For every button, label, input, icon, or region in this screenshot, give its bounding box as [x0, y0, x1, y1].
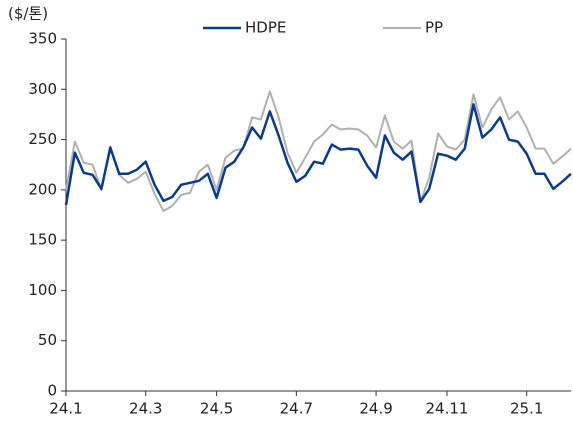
x-tick-label: 24.3 [129, 400, 162, 418]
legend-label: HDPE [245, 19, 286, 37]
y-axis-label: ($/톤) [8, 5, 48, 23]
x-tick-label: 24.9 [359, 400, 392, 418]
y-tick-label: 350 [28, 30, 57, 48]
y-tick-label: 0 [47, 382, 57, 400]
y-tick-label: 50 [38, 331, 57, 349]
y-tick-label: 150 [28, 231, 57, 249]
x-tick-label: 24.7 [280, 400, 313, 418]
x-tick-label: 25.1 [510, 400, 543, 418]
x-tick-label: 24.1 [49, 400, 82, 418]
line-series [65, 90, 572, 212]
y-tick-label: 200 [28, 180, 57, 198]
y-tick-label: 300 [28, 80, 57, 98]
line-series [64, 103, 572, 206]
y-tick-label: 100 [28, 281, 57, 299]
x-tick-label: 24.5 [200, 400, 233, 418]
y-tick-label: 250 [28, 130, 57, 148]
legend-label: PP [425, 19, 443, 37]
x-tick-label: 24.11 [425, 400, 468, 418]
